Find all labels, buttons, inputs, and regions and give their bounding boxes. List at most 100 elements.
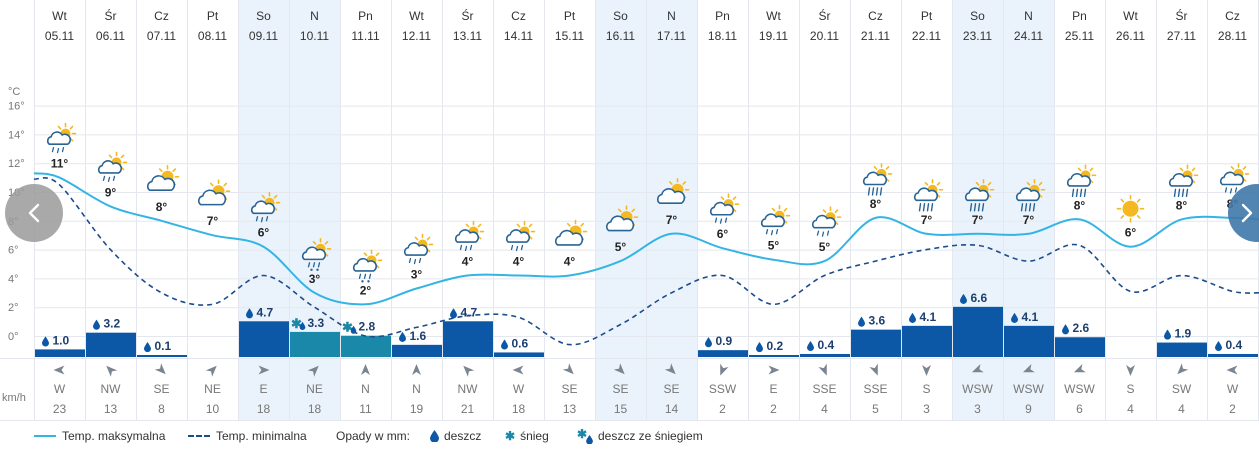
raindrop-icon — [430, 430, 439, 442]
wind-direction: E — [259, 382, 267, 396]
next-button[interactable] — [1228, 184, 1259, 242]
max-temp-label: 7° — [666, 213, 678, 227]
wind-speed: 3 — [974, 402, 981, 416]
sun-cloud-icon — [146, 165, 180, 192]
y-tick-label: 4° — [8, 273, 19, 285]
wind-unit-label: km/h — [2, 392, 26, 404]
day-date: 07.11 — [147, 29, 176, 43]
wind-speed: 5 — [872, 402, 879, 416]
wind-direction: SE — [663, 382, 679, 396]
prev-button[interactable] — [5, 184, 63, 242]
day-name: Pn — [1072, 9, 1087, 23]
max-temp-label: 7° — [921, 213, 933, 227]
wind-direction: E — [769, 382, 777, 396]
wind-direction: NE — [306, 382, 323, 396]
wind-arrow-icon — [664, 363, 676, 375]
day-name: Cz — [868, 9, 883, 23]
wind-arrow-icon — [361, 364, 370, 375]
day-date: 11.11 — [351, 29, 380, 43]
day-name: Pt — [207, 9, 219, 23]
precip-value: 2.8 — [359, 320, 376, 334]
wind-arrow-icon — [1073, 363, 1086, 373]
precip-value: 1.6 — [410, 329, 427, 343]
wind-arrow-icon — [205, 365, 217, 377]
precip-value: 3.6 — [869, 314, 886, 328]
wind-speed: 14 — [665, 402, 679, 416]
sun-cloud-icon — [656, 177, 690, 204]
wind-direction: S — [1126, 382, 1134, 396]
precip-bar — [341, 335, 391, 357]
day-date: 18.11 — [708, 29, 737, 43]
y-tick-label: 12° — [8, 158, 25, 170]
day-date: 20.11 — [810, 29, 839, 43]
precip-label: 0.9 — [705, 334, 733, 348]
day-name: So — [970, 9, 985, 23]
day-date: 14.11 — [504, 29, 533, 43]
wind-direction: WSW — [1013, 382, 1044, 396]
wind-direction: SSE — [812, 382, 836, 396]
day-name: Cz — [1225, 9, 1240, 23]
legend-max-temp: Temp. maksymalna — [34, 429, 165, 443]
legend-rain: deszcz — [430, 429, 481, 443]
max-temp-label: 8° — [1176, 198, 1188, 212]
wind-speed: 18 — [512, 402, 526, 416]
wind-arrow-icon — [818, 363, 827, 376]
day-date: 05.11 — [45, 29, 74, 43]
legend-min-label: Temp. minimalna — [216, 429, 307, 443]
precip-label: 0.2 — [756, 339, 784, 353]
day-name: N — [1024, 9, 1033, 23]
max-temp-label: 7° — [207, 214, 219, 228]
wind-speed: 15 — [614, 402, 628, 416]
day-date: 26.11 — [1116, 29, 1145, 43]
day-date: 24.11 — [1014, 29, 1043, 43]
chevron-right-icon — [1241, 203, 1253, 223]
wind-speed: 2 — [770, 402, 777, 416]
precip-label: 2.6 — [1062, 321, 1090, 335]
min-temp-line-swatch — [188, 435, 210, 437]
wind-direction: SE — [153, 382, 169, 396]
sleet-icon: ✱ — [342, 320, 353, 335]
precip-label: ✱ 2.8 — [342, 320, 375, 335]
precip-value: 0.9 — [716, 334, 733, 348]
day-name: Pn — [715, 9, 730, 23]
day-date: 12.11 — [402, 29, 431, 43]
day-name: So — [256, 9, 271, 23]
max-temp-label: 7° — [972, 213, 984, 227]
max-temp-label: 8° — [870, 197, 882, 211]
forecast-chart: °C16°14°12°10°8°6°4°2°0°km/hWt05.11Śr06.… — [0, 0, 1259, 421]
day-date: 16.11 — [606, 29, 635, 43]
precip-bar — [749, 355, 799, 357]
max-temp-line — [33, 172, 1259, 306]
wind-arrow-icon — [512, 365, 524, 375]
day-date: 09.11 — [249, 29, 278, 43]
day-name: Pt — [564, 9, 576, 23]
weekend-column — [646, 0, 697, 420]
day-date: 15.11 — [555, 29, 584, 43]
max-temp-label: 7° — [1023, 213, 1035, 227]
wind-direction: SW — [1172, 382, 1192, 396]
legend-precip-title-text: Opady w mm: — [336, 429, 411, 443]
precip-value: 4.1 — [920, 310, 937, 324]
wind-arrow-icon — [971, 363, 984, 373]
day-name: So — [613, 9, 628, 23]
sun-cloud-heavy-rain-icon — [964, 178, 995, 212]
max-temp-label: 2° — [360, 283, 372, 297]
wind-arrow-icon — [1022, 363, 1035, 373]
precip-label: 0.4 — [807, 338, 835, 352]
day-name: Pt — [921, 9, 933, 23]
day-date: 19.11 — [759, 29, 788, 43]
sun-cloud-rain-icon — [46, 122, 77, 154]
sun-cloud-sleet-icon — [301, 238, 332, 271]
precip-bar — [35, 349, 85, 357]
wind-direction: W — [513, 382, 525, 396]
sun-cloud-rain-icon — [97, 151, 128, 183]
max-temp-label: 3° — [309, 272, 321, 286]
wind-direction: SE — [612, 382, 628, 396]
snowflake-icon: ✱ — [505, 429, 516, 443]
day-name: N — [667, 9, 676, 23]
sun-cloud-rain-icon — [505, 220, 536, 252]
wind-direction: WSW — [962, 382, 993, 396]
day-date: 28.11 — [1218, 29, 1247, 43]
sun-cloud-heavy-rain-icon — [1015, 178, 1046, 212]
wind-direction: NE — [204, 382, 221, 396]
